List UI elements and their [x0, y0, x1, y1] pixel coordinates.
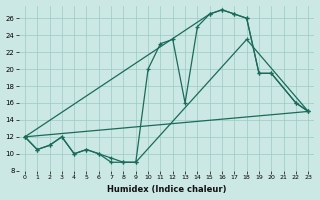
X-axis label: Humidex (Indice chaleur): Humidex (Indice chaleur)	[107, 185, 226, 194]
